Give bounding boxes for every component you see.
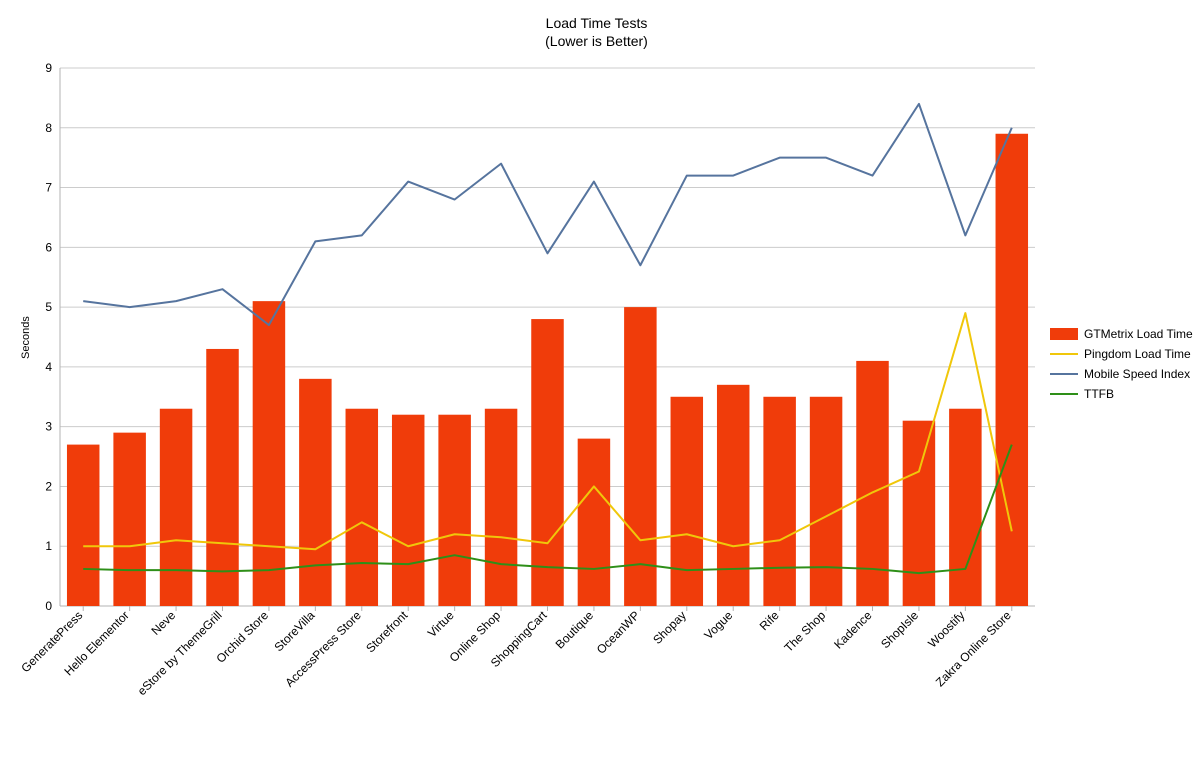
x-tick-label: Shopay <box>650 608 689 647</box>
bar <box>763 397 796 606</box>
y-tick-label: 6 <box>45 240 52 254</box>
bar <box>392 415 425 606</box>
x-tick-label: Storefront <box>363 608 411 656</box>
legend-item: TTFB <box>1050 384 1193 404</box>
y-axis-label: Seconds <box>20 316 32 359</box>
bar <box>438 415 471 606</box>
bar <box>810 397 843 606</box>
bar <box>578 439 611 606</box>
bar <box>160 409 193 606</box>
legend-item: GTMetrix Load Time <box>1050 324 1193 344</box>
y-tick-label: 3 <box>45 420 52 434</box>
legend-swatch-line <box>1050 353 1078 355</box>
y-tick-label: 1 <box>45 539 52 553</box>
bar <box>624 307 657 606</box>
bar <box>531 319 564 606</box>
bar <box>346 409 379 606</box>
y-tick-label: 7 <box>45 181 52 195</box>
legend-swatch-line <box>1050 393 1078 395</box>
legend-item: Pingdom Load Time <box>1050 344 1193 364</box>
x-tick-label: Virtue <box>425 608 457 640</box>
chart-plot: 0123456789GeneratePressHello ElementorNe… <box>60 68 1045 766</box>
y-tick-label: 4 <box>45 360 52 374</box>
y-tick-label: 2 <box>45 479 52 493</box>
bar <box>671 397 704 606</box>
x-tick-label: The Shop <box>781 608 828 655</box>
bar <box>903 421 936 606</box>
x-tick-label: eStore by ThemeGrill <box>135 608 225 698</box>
chart-title-line1: Load Time Tests <box>546 15 648 31</box>
y-tick-label: 9 <box>45 61 52 75</box>
legend-item: Mobile Speed Index <box>1050 364 1193 384</box>
legend-label: Mobile Speed Index <box>1084 364 1190 384</box>
chart-title-line2: (Lower is Better) <box>545 33 648 49</box>
x-tick-label: OceanWP <box>594 608 643 657</box>
y-tick-label: 5 <box>45 300 52 314</box>
chart-legend: GTMetrix Load TimePingdom Load TimeMobil… <box>1050 324 1193 404</box>
bar <box>299 379 332 606</box>
x-tick-label: Rife <box>757 608 782 633</box>
chart-title: Load Time Tests (Lower is Better) <box>0 14 1193 50</box>
bar <box>67 445 100 606</box>
bar <box>113 433 146 606</box>
legend-label: Pingdom Load Time <box>1084 344 1191 364</box>
y-tick-label: 8 <box>45 121 52 135</box>
x-tick-label: Boutique <box>553 608 597 652</box>
bar <box>253 301 286 606</box>
x-tick-label: Kadence <box>831 608 875 652</box>
y-tick-label: 0 <box>45 599 52 613</box>
series-line <box>83 104 1012 325</box>
x-tick-label: Woostify <box>925 608 967 650</box>
bar <box>996 134 1028 606</box>
legend-label: GTMetrix Load Time <box>1084 324 1193 344</box>
bar <box>949 409 982 606</box>
x-tick-label: ShopIsle <box>878 608 921 651</box>
legend-swatch-bar <box>1050 328 1078 340</box>
legend-label: TTFB <box>1084 384 1114 404</box>
x-tick-label: Neve <box>148 608 178 638</box>
x-tick-label: StoreVilla <box>271 608 317 654</box>
chart-container: Load Time Tests (Lower is Better) 0 1 2 3 4 5… <box>0 0 1193 746</box>
legend-swatch-line <box>1050 373 1078 375</box>
bar <box>485 409 517 606</box>
x-tick-label: Vogue <box>701 608 735 642</box>
bar <box>717 385 750 606</box>
bar <box>206 349 239 606</box>
